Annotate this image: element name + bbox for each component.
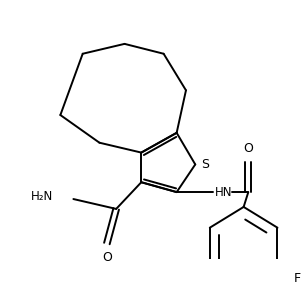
Text: H₂N: H₂N <box>31 190 53 203</box>
Text: S: S <box>201 158 209 171</box>
Text: O: O <box>243 142 253 155</box>
Text: O: O <box>102 251 112 264</box>
Text: HN: HN <box>215 186 232 199</box>
Text: F: F <box>293 272 301 285</box>
